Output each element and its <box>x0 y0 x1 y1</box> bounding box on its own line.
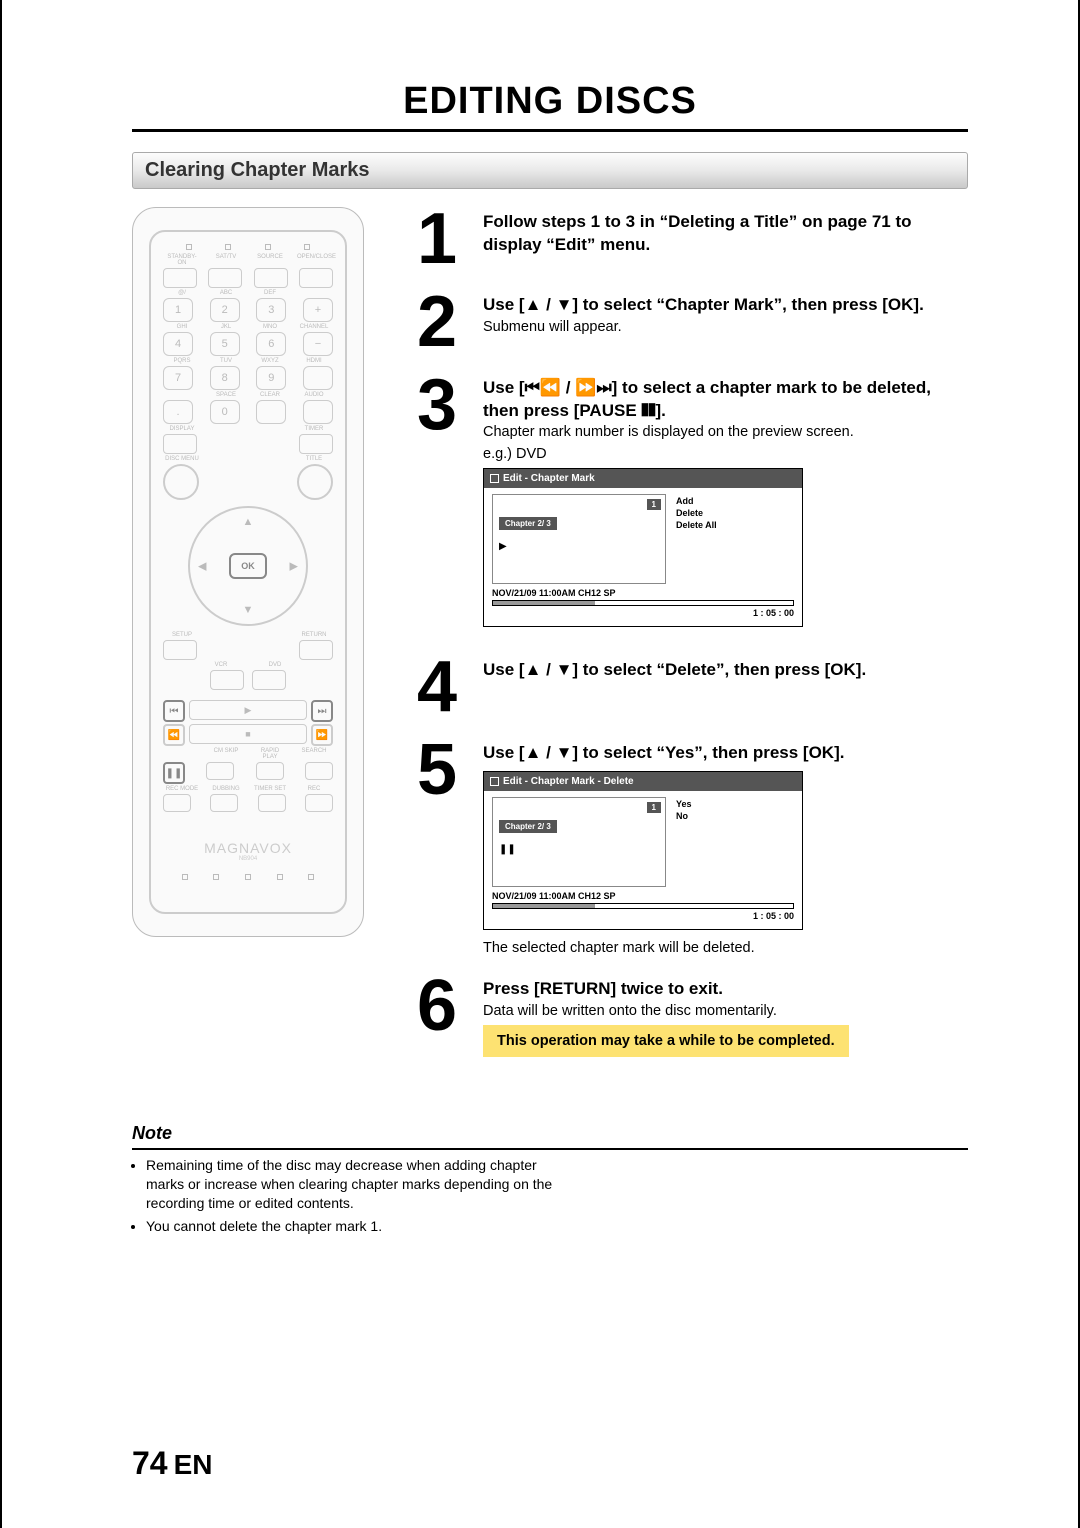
square-icon <box>490 474 499 483</box>
note-block: Note Remaining time of the disc may decr… <box>132 1123 968 1236</box>
pause-icon: ❚❚ <box>163 762 185 784</box>
section-header: Clearing Chapter Marks <box>132 152 968 189</box>
note-item: Remaining time of the disc may decrease … <box>146 1156 572 1213</box>
step-6: 6 Press [RETURN] twice to exit. Data wil… <box>417 974 968 1057</box>
step-4: 4 Use [▲ / ▼] to select “Delete”, then p… <box>417 655 968 720</box>
remote-illustration: STANDBY-ON SAT/TV SOURCE OPEN/CLOSE @/AB… <box>132 207 364 937</box>
steps-column: 1 Follow steps 1 to 3 in “Deleting a Tit… <box>417 207 968 1075</box>
caution-box: This operation may take a while to be co… <box>483 1025 849 1057</box>
manual-page: EDITING DISCS Clearing Chapter Marks STA… <box>0 0 1080 1528</box>
skip-fwd-icon: ⏭ <box>311 700 333 722</box>
title-rule <box>132 129 968 132</box>
page-number: 74EN <box>132 1445 213 1482</box>
step-1: 1 Follow steps 1 to 3 in “Deleting a Tit… <box>417 207 968 272</box>
ok-button: OK <box>229 553 267 579</box>
main-content-row: STANDBY-ON SAT/TV SOURCE OPEN/CLOSE @/AB… <box>132 207 968 1075</box>
step-3: 3 Use [⏮⏪ / ⏩⏭] to select a chapter mark… <box>417 373 968 638</box>
screen-edit-chaptermark: Edit - Chapter Mark 1 Chapter 2/ 3 ▶ <box>483 468 803 627</box>
screen-edit-delete: Edit - Chapter Mark - Delete 1 Chapter 2… <box>483 771 803 930</box>
note-item: You cannot delete the chapter mark 1. <box>146 1217 572 1236</box>
remote-column: STANDBY-ON SAT/TV SOURCE OPEN/CLOSE @/AB… <box>132 207 387 1075</box>
page-title: EDITING DISCS <box>132 80 968 123</box>
d-pad: ▲▼ ◀▶ OK <box>188 506 308 626</box>
note-list: Remaining time of the disc may decrease … <box>132 1156 572 1236</box>
remote-inner: STANDBY-ON SAT/TV SOURCE OPEN/CLOSE @/AB… <box>149 230 347 914</box>
skip-back-icon: ⏮ <box>163 700 185 722</box>
square-icon <box>490 777 499 786</box>
step-2: 2 Use [▲ / ▼] to select “Chapter Mark”, … <box>417 290 968 355</box>
note-title: Note <box>132 1123 968 1150</box>
step-5: 5 Use [▲ / ▼] to select “Yes”, then pres… <box>417 738 968 956</box>
page-title-block: EDITING DISCS <box>132 80 968 132</box>
brand-label: MAGNAVOX <box>159 840 337 856</box>
